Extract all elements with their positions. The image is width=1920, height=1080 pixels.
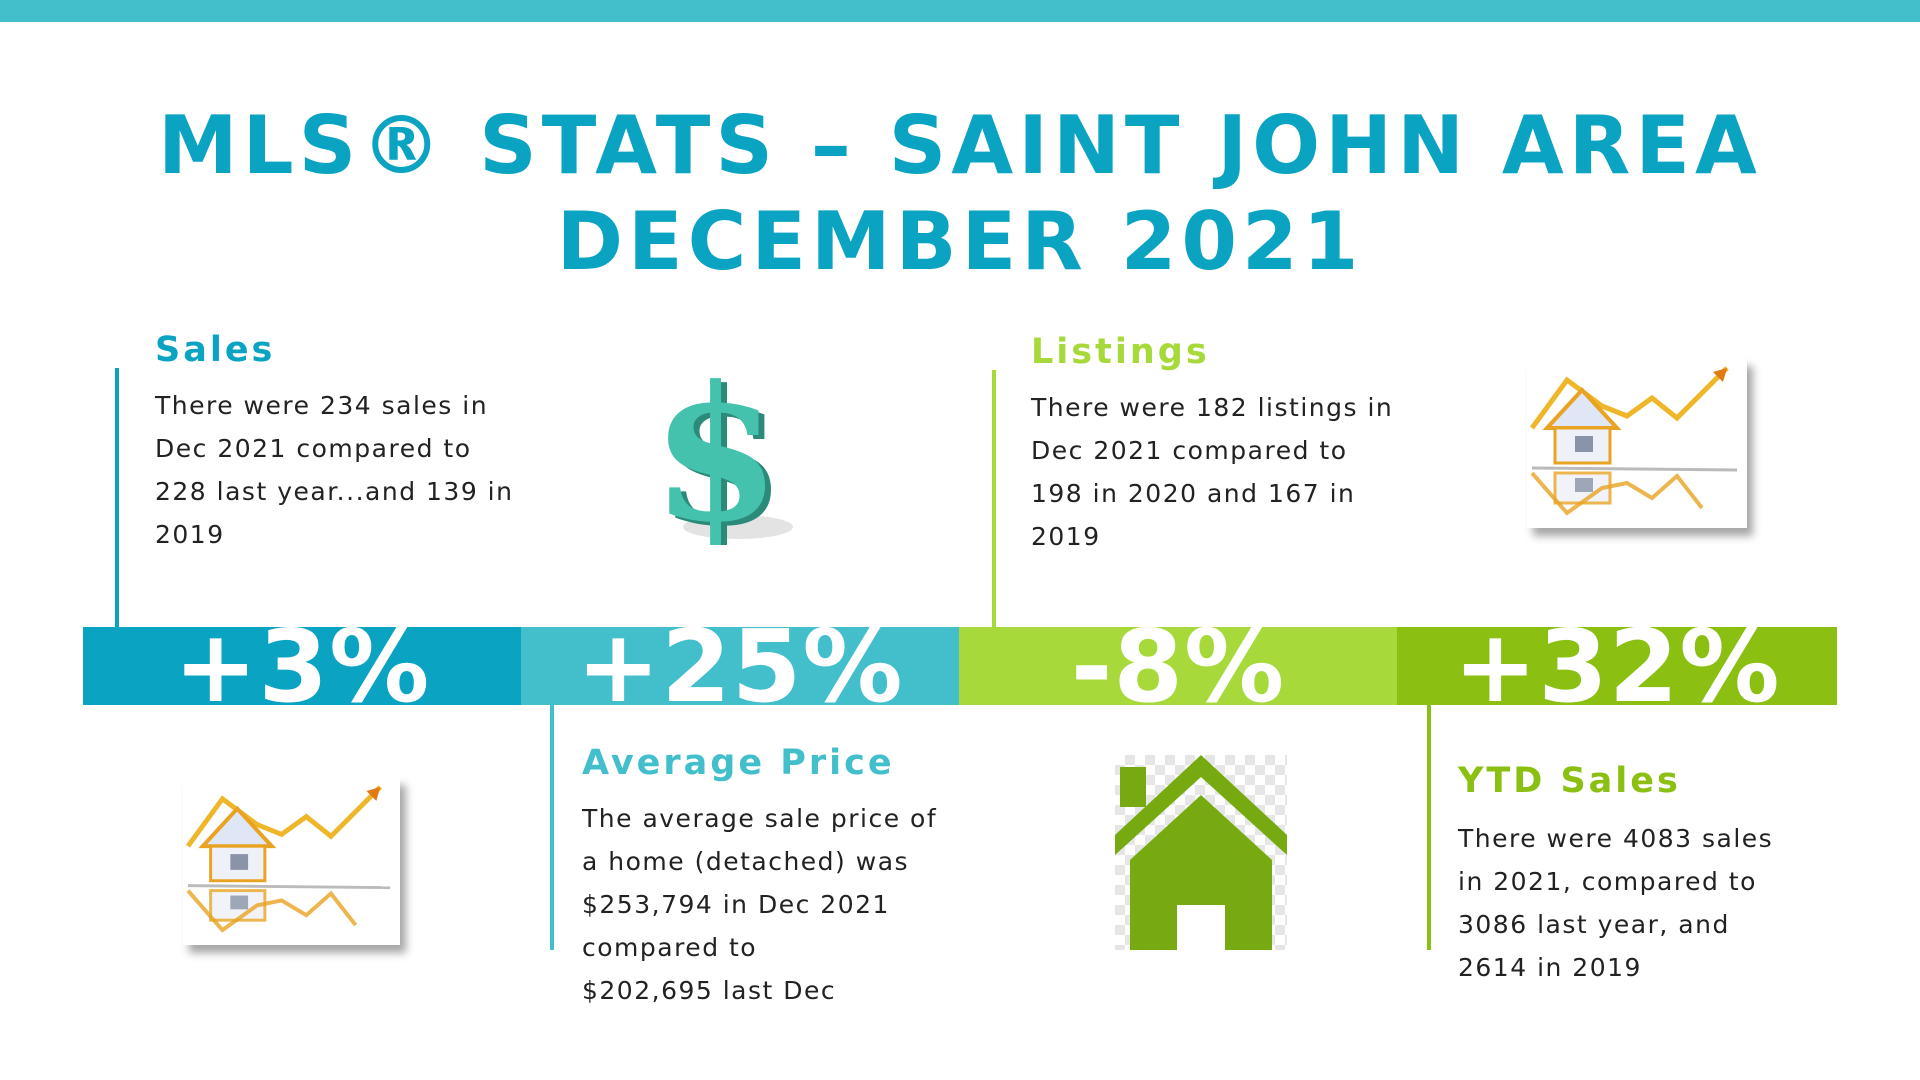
dollar-sign-icon: $ $ xyxy=(660,345,793,545)
ytd-line: 3086 last year, and xyxy=(1458,910,1730,939)
house-chart-graphic xyxy=(1527,358,1747,528)
title-line-2: DECEMBER 2021 xyxy=(556,195,1364,288)
avg-price-line: compared to xyxy=(582,933,758,962)
avg-price-line: a home (detached) was xyxy=(582,847,910,876)
ytd-divider xyxy=(1427,705,1431,950)
sales-line: Dec 2021 compared to xyxy=(155,434,472,463)
listings-line: There were 182 listings in xyxy=(1031,393,1394,422)
listings-percent: -8% xyxy=(1070,612,1286,722)
listings-line: 198 in 2020 and 167 in xyxy=(1031,479,1356,508)
sales-percent: +3% xyxy=(173,612,431,722)
ytd-line: in 2021, compared to xyxy=(1458,867,1757,896)
sales-divider xyxy=(115,368,119,628)
avg-price-divider xyxy=(550,705,554,950)
listings-band xyxy=(959,627,1397,705)
ytd-line: There were 4083 sales xyxy=(1458,824,1774,853)
sales-line: 2019 xyxy=(155,520,225,549)
sales-line: There were 234 sales in xyxy=(155,391,489,420)
sales-heading: Sales xyxy=(155,330,276,370)
ytd-text: There were 4083 sales in 2021, compared … xyxy=(1458,817,1773,989)
sales-band xyxy=(83,627,521,705)
sales-line: 228 last year...and 139 in xyxy=(155,477,514,506)
ytd-heading: YTD Sales xyxy=(1458,761,1681,801)
avg-price-line: $253,794 in Dec 2021 xyxy=(582,890,890,919)
svg-text:$: $ xyxy=(660,345,780,545)
ytd-line: 2614 in 2019 xyxy=(1458,953,1642,982)
ytd-band xyxy=(1397,627,1837,705)
avg-price-line: $202,695 last Dec xyxy=(582,976,837,1005)
avg-price-heading: Average Price xyxy=(582,743,895,783)
avg-price-text: The average sale price of a home (detach… xyxy=(582,797,937,1012)
sales-text: There were 234 sales in Dec 2021 compare… xyxy=(155,384,513,556)
listings-divider xyxy=(992,370,996,628)
listings-heading: Listings xyxy=(1031,332,1210,372)
page-title: MLS® STATS – SAINT JOHN AREA DECEMBER 20… xyxy=(0,98,1920,290)
avg-price-line: The average sale price of xyxy=(582,804,938,833)
house-chart-graphic xyxy=(183,777,400,945)
ytd-percent: +32% xyxy=(1453,612,1781,722)
house-chart-icon xyxy=(1529,366,1738,516)
title-line-1: MLS® STATS – SAINT JOHN AREA xyxy=(158,99,1762,192)
avg-price-percent: +25% xyxy=(576,612,904,722)
svg-text:$: $ xyxy=(660,349,786,545)
top-accent-bar xyxy=(0,0,1920,22)
house-icon xyxy=(1115,755,1287,950)
listings-line: Dec 2021 compared to xyxy=(1031,436,1348,465)
house-chart-icon xyxy=(185,785,391,933)
listings-text: There were 182 listings in Dec 2021 comp… xyxy=(1031,386,1393,558)
listings-line: 2019 xyxy=(1031,522,1101,551)
avg-price-band xyxy=(521,627,959,705)
